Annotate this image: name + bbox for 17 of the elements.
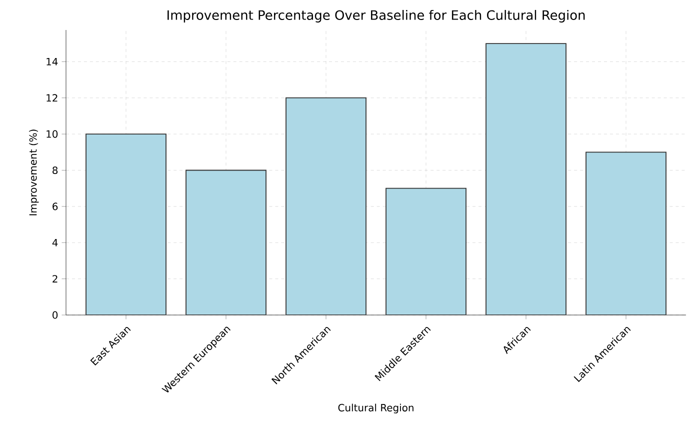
bar bbox=[486, 43, 566, 316]
y-tick-label: 0 bbox=[52, 311, 58, 319]
chart-title: Improvement Percentage Over Baseline for Each Cultural Region bbox=[168, 10, 585, 22]
y-tick-label: 6 bbox=[52, 202, 58, 210]
y-tick-label: 14 bbox=[46, 58, 58, 66]
bar bbox=[86, 134, 166, 316]
y-tick-label: 2 bbox=[52, 275, 58, 283]
bar bbox=[586, 152, 666, 316]
y-axis-title: Improvement (%) bbox=[29, 130, 39, 216]
bar bbox=[386, 188, 466, 316]
y-tick-label: 8 bbox=[52, 166, 58, 174]
y-tick-label: 12 bbox=[46, 94, 58, 102]
bar bbox=[186, 170, 266, 316]
x-axis-title: Cultural Region bbox=[338, 404, 414, 414]
bar bbox=[286, 97, 366, 316]
y-tick-label: 4 bbox=[52, 238, 58, 246]
y-tick-label: 10 bbox=[46, 130, 58, 138]
